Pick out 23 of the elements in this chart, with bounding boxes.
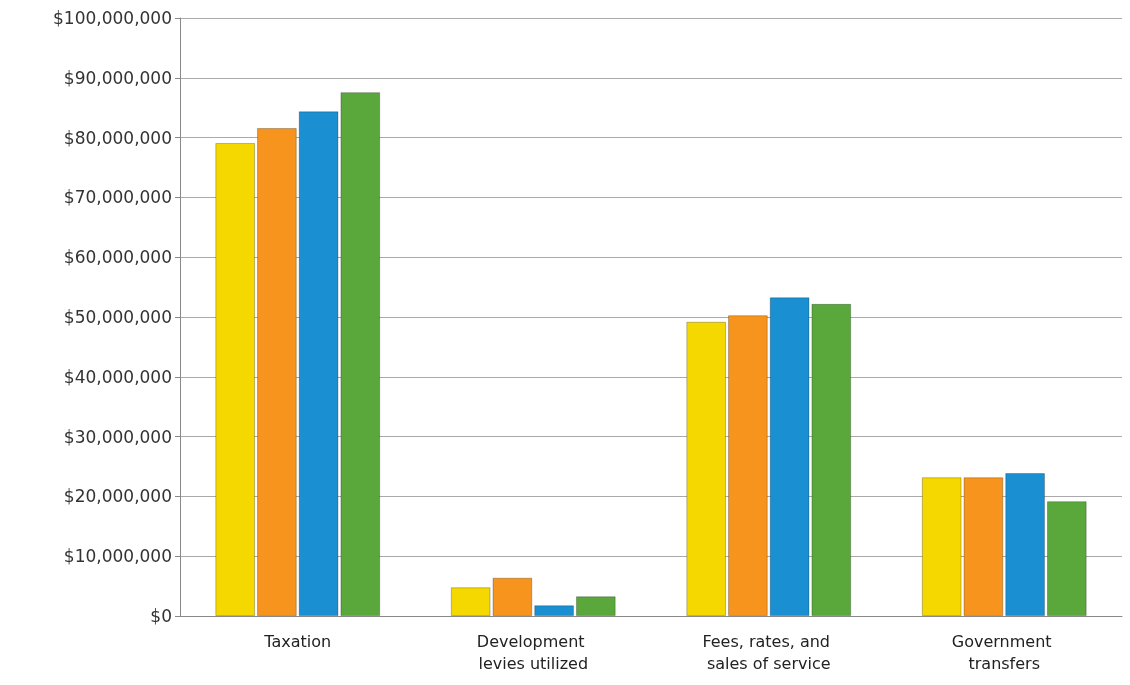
x-tick-label: Fees, rates, and sales of service xyxy=(702,631,836,673)
bar xyxy=(534,605,574,616)
bar xyxy=(215,142,256,616)
y-tick-label: $30,000,000 xyxy=(63,426,172,447)
x-tick-label: Taxation xyxy=(263,631,332,651)
bar xyxy=(686,321,727,616)
y-tick-label: $20,000,000 xyxy=(63,486,172,507)
bar xyxy=(1005,473,1045,616)
x-tick-label: Government transfers xyxy=(951,631,1057,673)
y-tick-label: $40,000,000 xyxy=(63,366,172,387)
y-tick-label: $50,000,000 xyxy=(63,307,172,327)
y-tick-label: $0 xyxy=(150,606,172,626)
bar xyxy=(575,596,616,616)
y-tick-label: $100,000,000 xyxy=(53,8,172,28)
bar xyxy=(1046,501,1087,616)
bar xyxy=(257,128,297,616)
y-tick-label: $60,000,000 xyxy=(63,247,172,268)
bar xyxy=(728,315,768,616)
y-tick-label: $10,000,000 xyxy=(63,546,172,567)
y-tick-label: $70,000,000 xyxy=(63,187,172,208)
x-tick-label: Development levies utilized xyxy=(476,631,590,673)
y-tick-label: $80,000,000 xyxy=(63,127,172,148)
y-tick-label: $90,000,000 xyxy=(63,67,172,88)
